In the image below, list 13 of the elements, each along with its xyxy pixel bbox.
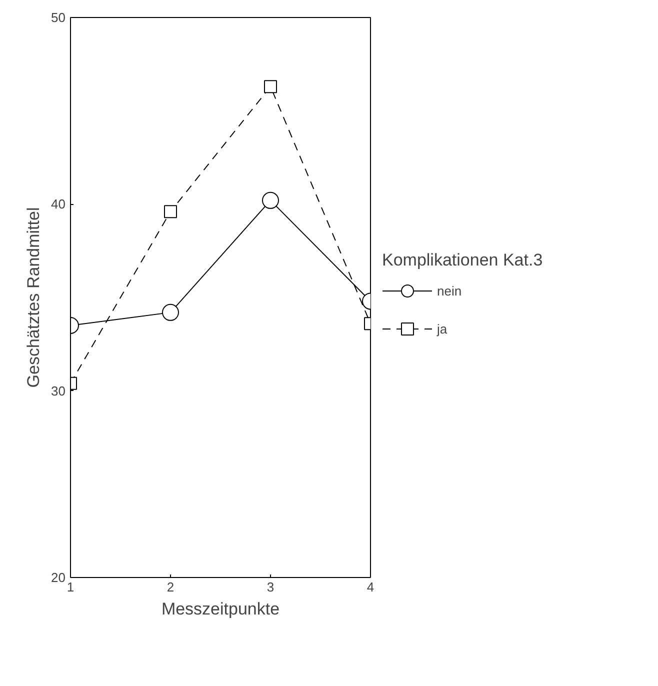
legend-title: Komplikationen Kat.3 — [382, 250, 543, 270]
x-tick-label: 3 — [266, 580, 274, 594]
y-tick-label: 50 — [51, 10, 66, 25]
y-tick-label: 20 — [51, 570, 66, 585]
x-tick-label: 2 — [166, 580, 174, 594]
y-axis-title: Geschätztes Randmittel — [24, 207, 44, 388]
x-tick-label: 1 — [66, 580, 74, 594]
y-tick-label: 30 — [51, 383, 66, 398]
x-axis-title: Messzeitpunkte — [161, 600, 280, 618]
legend-label: ja — [437, 321, 448, 336]
x-tick-label: 4 — [366, 580, 374, 594]
legend-label: nein — [437, 283, 462, 298]
y-tick-label: 40 — [51, 196, 66, 212]
